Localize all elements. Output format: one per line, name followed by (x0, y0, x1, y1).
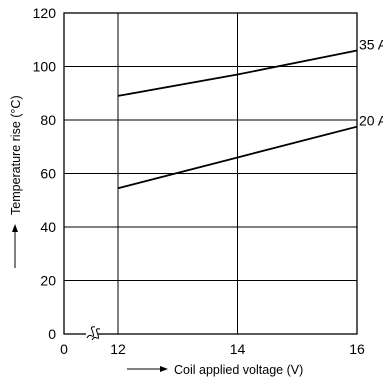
series-label: 20 A (359, 113, 383, 129)
series-line (117, 125, 358, 190)
axis-break-stroke-1 (86, 326, 96, 339)
x-axis-break-icon (86, 326, 101, 341)
x-tick-label: 12 (110, 341, 126, 357)
x-tick-label: 0 (60, 341, 68, 357)
x-axis-arrowhead-icon (160, 366, 168, 372)
y-tick-label: 100 (33, 59, 57, 75)
x-axis-label: Coil applied voltage (V) (174, 363, 303, 377)
y-tick-label: 20 (40, 273, 56, 289)
series-line (117, 49, 358, 97)
y-axis-title-group: Temperature rise (°C) (9, 95, 23, 268)
y-tick-label: 120 (33, 5, 57, 21)
plot-border (63, 12, 358, 335)
x-tick-label: 14 (230, 341, 246, 357)
y-axis-arrowhead-icon (12, 224, 18, 232)
y-tick-label: 80 (40, 112, 56, 128)
x-axis-title-group: Coil applied voltage (V) (127, 363, 303, 377)
series-lines: 35 A 20 A (117, 36, 383, 190)
tick-labels: 0 20 40 60 80 100 120 0 12 14 16 (33, 5, 365, 357)
y-tick-label: 40 (40, 219, 56, 235)
x-tick-label: 16 (349, 341, 365, 357)
y-axis-label: Temperature rise (°C) (9, 95, 23, 215)
y-tick-label: 60 (40, 166, 56, 182)
series-label: 35 A (359, 36, 383, 52)
axis-break-stroke-2 (91, 328, 101, 341)
y-tick-label: 0 (48, 326, 56, 342)
plot-frame (63, 12, 358, 335)
grid (64, 13, 357, 334)
